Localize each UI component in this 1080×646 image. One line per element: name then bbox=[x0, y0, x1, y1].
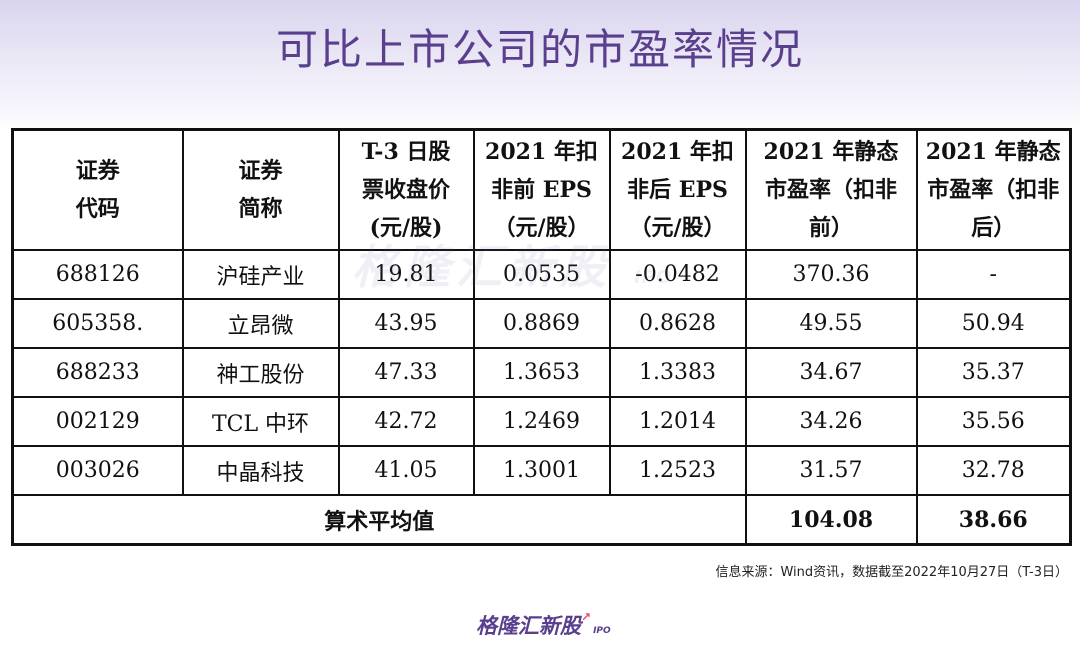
cell-name: 立昂微 bbox=[181, 298, 340, 349]
cell-eps-before: 1.3001 bbox=[472, 445, 611, 496]
cell-name: 神工股份 bbox=[181, 347, 340, 398]
cell-name: 沪硅产业 bbox=[181, 249, 340, 300]
average-pe-before: 104.08 bbox=[744, 494, 918, 546]
cell-eps-after: 1.2014 bbox=[608, 396, 747, 447]
average-label: 算术平均值 bbox=[11, 494, 747, 546]
table-row: 688233 神工股份 47.33 1.3653 1.3383 34.67 35… bbox=[11, 347, 1072, 398]
header-close-price: T-3 日股 票收盘价 (元/股) bbox=[337, 128, 475, 251]
table-row: 003026 中晶科技 41.05 1.3001 1.2523 31.57 32… bbox=[11, 445, 1072, 496]
pe-comparison-table: 证券 代码 证券 简称 T-3 日股 票收盘价 (元/股) 2021 年扣 非前 EPS （… bbox=[11, 128, 1072, 546]
source-note: 信息来源：Wind资讯，数据截至2022年10月27日（T-3日） bbox=[715, 565, 1068, 580]
table-header-row: 证券 代码 证券 简称 T-3 日股 票收盘价 (元/股) 2021 年扣 非前 EPS （… bbox=[11, 128, 1072, 251]
cell-pe-after: 50.94 bbox=[915, 298, 1072, 349]
cell-eps-before: 0.0535 bbox=[472, 249, 611, 300]
average-pe-after: 38.66 bbox=[915, 494, 1072, 546]
logo-sub: IPO bbox=[593, 626, 611, 636]
cell-eps-after: -0.0482 bbox=[608, 249, 747, 300]
cell-code: 688126 bbox=[11, 249, 184, 300]
table-row: 002129 TCL 中环 42.72 1.2469 1.2014 34.26 … bbox=[11, 396, 1072, 447]
cell-name: TCL 中环 bbox=[181, 396, 340, 447]
page-title: 可比上市公司的市盈率情况 bbox=[275, 25, 804, 74]
trend-arrow-icon: ↗ bbox=[581, 610, 592, 624]
cell-code: 003026 bbox=[11, 445, 184, 496]
cell-pe-before: 34.26 bbox=[744, 396, 918, 447]
cell-code: 688233 bbox=[11, 347, 184, 398]
cell-pe-before: 34.67 bbox=[744, 347, 918, 398]
cell-eps-after: 0.8628 bbox=[608, 298, 747, 349]
cell-close-price: 19.81 bbox=[337, 249, 475, 300]
header-pe-before: 2021 年静态 市盈率（扣非 前） bbox=[744, 128, 918, 251]
header-eps-before: 2021 年扣 非前 EPS （元/股） bbox=[472, 128, 611, 251]
brand-logo: 格隆汇新股↗IPO bbox=[476, 610, 611, 640]
cell-pe-after: 35.37 bbox=[915, 347, 1072, 398]
cell-name: 中晶科技 bbox=[181, 445, 340, 496]
cell-pe-after: 35.56 bbox=[915, 396, 1072, 447]
header-pe-after: 2021 年静态 市盈率（扣非 后） bbox=[915, 128, 1072, 251]
cell-pe-before: 31.57 bbox=[744, 445, 918, 496]
cell-close-price: 42.72 bbox=[337, 396, 475, 447]
cell-close-price: 41.05 bbox=[337, 445, 475, 496]
cell-pe-after: - bbox=[915, 249, 1072, 300]
cell-pe-after: 32.78 bbox=[915, 445, 1072, 496]
cell-code: 605358. bbox=[11, 298, 184, 349]
cell-close-price: 43.95 bbox=[337, 298, 475, 349]
cell-eps-before: 0.8869 bbox=[472, 298, 611, 349]
cell-pe-before: 49.55 bbox=[744, 298, 918, 349]
cell-pe-before: 370.36 bbox=[744, 249, 918, 300]
cell-eps-after: 1.2523 bbox=[608, 445, 747, 496]
table-row: 688126 沪硅产业 19.81 0.0535 -0.0482 370.36 … bbox=[11, 249, 1072, 300]
header-code: 证券 代码 bbox=[11, 128, 184, 251]
cell-eps-before: 1.2469 bbox=[472, 396, 611, 447]
header-eps-after: 2021 年扣 非后 EPS （元/股） bbox=[608, 128, 747, 251]
cell-eps-before: 1.3653 bbox=[472, 347, 611, 398]
cell-eps-after: 1.3383 bbox=[608, 347, 747, 398]
table-row: 605358. 立昂微 43.95 0.8869 0.8628 49.55 50… bbox=[11, 298, 1072, 349]
average-row: 算术平均值 104.08 38.66 bbox=[11, 494, 1072, 546]
cell-close-price: 47.33 bbox=[337, 347, 475, 398]
logo-text: 格隆汇新股 bbox=[476, 614, 581, 638]
cell-code: 002129 bbox=[11, 396, 184, 447]
header-name: 证券 简称 bbox=[181, 128, 340, 251]
